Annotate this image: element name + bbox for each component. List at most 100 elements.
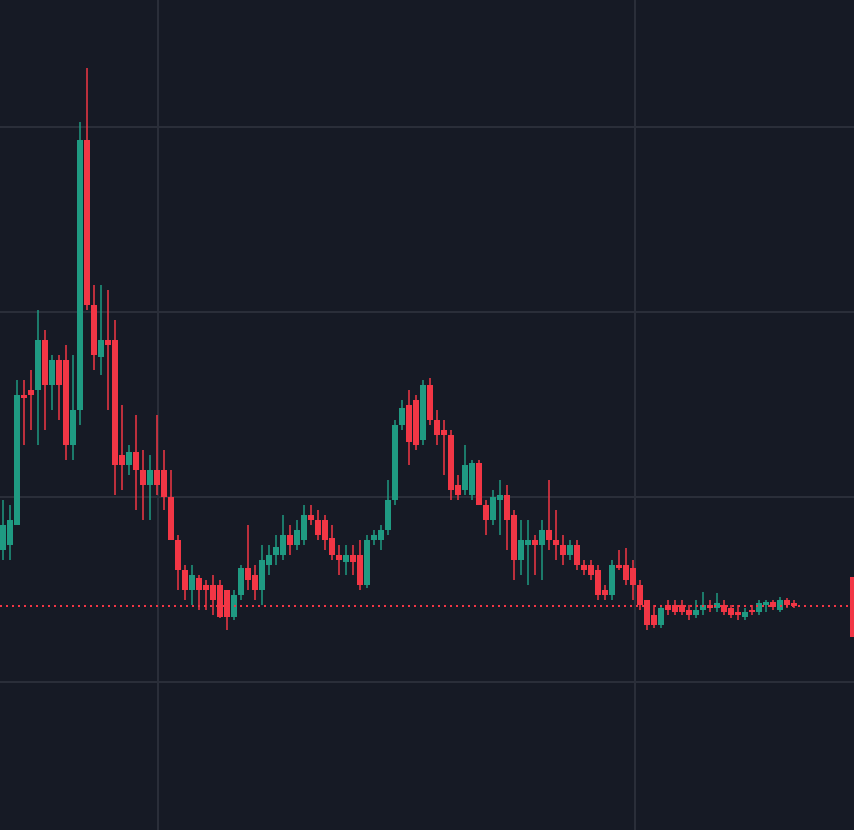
candle-body xyxy=(84,140,90,305)
candle-body xyxy=(406,405,412,442)
candle-body xyxy=(140,470,146,485)
candle-body xyxy=(651,615,657,625)
candle-body xyxy=(483,505,489,520)
candle-body xyxy=(525,540,531,545)
candle-body xyxy=(735,612,741,615)
candle-body xyxy=(763,602,769,605)
candle-body xyxy=(14,395,20,525)
candle-body xyxy=(147,470,153,485)
candle-body xyxy=(490,497,496,520)
candle-body xyxy=(294,530,300,545)
candle-body xyxy=(35,340,41,390)
candle-body xyxy=(154,470,160,485)
candle-body xyxy=(357,555,363,585)
candle-body xyxy=(378,530,384,540)
candle-body xyxy=(98,340,104,357)
candle-body xyxy=(0,525,6,550)
candle-body xyxy=(420,385,426,440)
candle-body xyxy=(497,495,503,500)
candle-body xyxy=(560,545,566,555)
candle-body xyxy=(441,430,447,435)
candle-body xyxy=(273,547,279,555)
candle-body xyxy=(259,560,265,590)
candle-body xyxy=(588,565,594,575)
candle-body xyxy=(749,610,755,612)
candle-body xyxy=(553,540,559,545)
candle-body xyxy=(686,610,692,615)
candle-body xyxy=(658,608,664,625)
candle-body xyxy=(238,568,244,595)
candle-body xyxy=(203,585,209,590)
candle-body xyxy=(413,400,419,445)
candle-body xyxy=(714,603,720,608)
candle-body xyxy=(224,590,230,617)
candle-body xyxy=(784,600,790,605)
candle-body xyxy=(700,605,706,610)
candle-body xyxy=(336,555,342,560)
candle-body xyxy=(364,540,370,585)
candle-body xyxy=(630,568,636,585)
candle-body xyxy=(266,555,272,565)
candle-body xyxy=(322,520,328,540)
candle-body xyxy=(56,360,62,385)
candle-body xyxy=(609,565,615,595)
candle-body xyxy=(602,590,608,595)
candle-body xyxy=(644,600,650,625)
candle-body xyxy=(189,575,195,590)
candle-body xyxy=(623,565,629,580)
candle-body xyxy=(679,605,685,612)
candle-body xyxy=(427,385,433,420)
candle-body xyxy=(567,545,573,555)
candle-body xyxy=(539,530,545,545)
candle-body xyxy=(280,535,286,555)
candle-body xyxy=(7,520,13,545)
candle-body xyxy=(469,463,475,495)
candle-body xyxy=(119,455,125,465)
candle-body xyxy=(252,575,258,590)
candle-body xyxy=(721,605,727,612)
candle-body xyxy=(105,340,111,345)
candle-body xyxy=(329,538,335,555)
candle-body xyxy=(301,515,307,540)
candle-body xyxy=(392,425,398,500)
candle-body xyxy=(581,565,587,570)
candle-body xyxy=(434,420,440,435)
candle-body xyxy=(196,578,202,590)
candle-body xyxy=(756,603,762,612)
candle-body xyxy=(126,452,132,465)
candle-body xyxy=(112,340,118,465)
candle-body xyxy=(742,612,748,617)
candle-body xyxy=(791,603,797,606)
candle-body xyxy=(217,585,223,617)
candle-body xyxy=(448,435,454,490)
candle-body xyxy=(518,540,524,560)
candle-body xyxy=(574,545,580,565)
candle-body xyxy=(343,555,349,562)
candle-body xyxy=(399,408,405,425)
candle-body xyxy=(133,452,139,470)
candle-body xyxy=(371,535,377,540)
candle-body xyxy=(595,570,601,595)
candle-body xyxy=(504,495,510,520)
candle-body xyxy=(476,463,482,505)
candle-body xyxy=(693,610,699,615)
candle-body xyxy=(462,465,468,490)
candle-body xyxy=(665,605,671,610)
candle-body xyxy=(182,570,188,590)
candle-body xyxy=(707,605,713,608)
candle-body xyxy=(245,568,251,580)
candle-body xyxy=(168,497,174,540)
candle-body xyxy=(672,605,678,612)
candle-body xyxy=(91,305,97,355)
candle-body xyxy=(49,360,55,385)
candle-body xyxy=(385,500,391,530)
price-label-edge xyxy=(850,577,854,637)
candle-body xyxy=(532,540,538,545)
candle-body xyxy=(287,535,293,545)
candle-body xyxy=(77,140,83,410)
candle-body xyxy=(63,360,69,445)
candle-body xyxy=(175,540,181,570)
candle-body xyxy=(28,390,34,395)
candle-body xyxy=(637,585,643,605)
